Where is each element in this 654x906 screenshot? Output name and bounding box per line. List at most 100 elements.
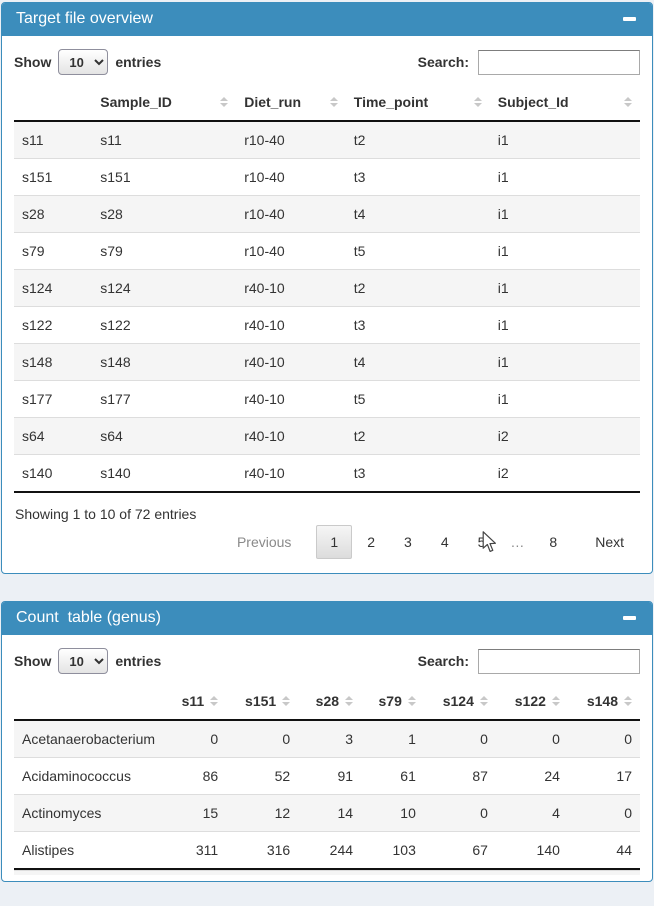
cell: 4 [495,794,568,832]
cell: 87 [423,757,496,795]
panel-title: Target file overview [16,10,153,27]
column-header-Subject_Id[interactable]: Subject_Id [489,85,640,122]
column-header-Time_point[interactable]: Time_point [345,85,490,122]
column-header-s122[interactable]: s122 [495,684,568,721]
sort-both-icon [479,696,488,706]
pagination-page-5[interactable]: 5 [477,534,486,550]
search-label: Search: [417,653,469,669]
table-body: Acetanaerobacterium 0 0 3 1 0 0 0 Acidaminococcu… [14,720,640,869]
cell: t4 [345,343,490,381]
column-header-s151[interactable]: s151 [226,684,299,721]
cell: r10-40 [236,158,346,196]
table-row: Actinomyces 15 12 14 10 0 4 0 [14,794,640,832]
cell: 10 [361,794,424,832]
mouse-cursor [482,531,496,552]
pagination-next-button[interactable]: Next [595,534,624,550]
entries-label: entries [115,653,162,669]
cell: 311 [164,831,227,869]
column-label: Time_point [353,94,429,110]
table-info: Showing 1 to 10 of 72 entries [15,506,197,522]
cell: r40-10 [236,306,346,344]
pagination-page-3[interactable]: 3 [404,534,412,550]
cell: r10-40 [236,195,346,233]
cell: r40-10 [236,269,346,307]
pagination-previous-button[interactable]: Previous [236,534,292,550]
cell: s148 [92,343,237,381]
column-header-rownames[interactable] [14,684,165,721]
header-row: s11 s151 s28 s79 s124 s122 s148 [14,684,640,721]
search-control: Search: [417,648,640,674]
pagination-page-2[interactable]: 2 [367,534,376,550]
cell: i1 [489,195,640,233]
pagination-page-4[interactable]: 4 [440,534,449,550]
cell: 140 [495,831,568,869]
column-header-s148[interactable]: s148 [567,684,640,721]
table-row: s151 s151 r10-40 t3 i1 [14,158,640,196]
cell: 24 [495,757,568,795]
column-header-s79[interactable]: s79 [361,684,424,721]
column-label: s151 [245,693,277,709]
table-row: s140 s140 r40-10 t3 i2 [14,454,640,492]
cell: i1 [497,132,509,148]
header-row: Sample_ID Diet_run Time_point Subject_Id [14,85,640,122]
show-label: Show [14,653,52,669]
row-name-cell: s122 [14,306,93,344]
column-header-s124[interactable]: s124 [423,684,496,721]
panel-body: Show 10 entries Search: Sample_ID Diet_ru… [2,36,652,573]
table-row: Acidaminococcus 86 52 91 61 87 24 17 [14,757,640,795]
cell: i1 [489,158,640,196]
cell: r40-10 [236,454,346,492]
page-length-select[interactable]: 10 [58,49,109,75]
cell: s140 [92,454,237,492]
search-control: Search: [417,49,640,75]
row-name-cell: Acetanaerobacterium [22,731,156,747]
cell: r10-40 [236,232,346,270]
column-label: s28 [315,693,340,709]
sort-both-icon [282,696,291,706]
panel-body: Show 10 entries Search: s11 s151 s28 s79 s12… [2,635,652,881]
cell: 17 [567,757,640,795]
search-input[interactable] [478,49,640,75]
page-length-select[interactable]: 10 [58,648,109,674]
search-label: Search: [417,54,469,70]
table-row: s28 s28 r10-40 t4 i1 [14,195,640,233]
count-table: s11 s151 s28 s79 s124 s122 s148 Acetanaerobact… [14,684,640,870]
table-header: s11 s151 s28 s79 s124 s122 s148 [14,684,640,721]
cell: 61 [361,757,424,795]
cell: s79 [92,232,237,270]
cell: 44 [567,831,640,869]
datatable-controls: Show 10 entries Search: [14,648,640,674]
cell: t3 [345,306,490,344]
cell: 0 [210,731,219,747]
sort-both-icon [329,97,338,107]
row-name-cell: s64 [14,417,93,455]
sort-both-icon [551,696,560,706]
pagination-page-8[interactable]: 8 [549,534,558,550]
column-label: Subject_Id [497,94,569,110]
cell: t5 [345,232,490,270]
column-header-Diet_run[interactable]: Diet_run [236,85,346,122]
cell: 244 [298,831,362,869]
panel-header[interactable]: Count table (genus) [2,602,652,635]
column-label: s79 [378,693,402,709]
search-input[interactable] [478,648,640,674]
pagination-page-1[interactable]: 1 [316,525,353,559]
cell: t3 [345,158,490,196]
panel-header[interactable]: Target file overview [2,3,652,36]
collapse-minus-icon[interactable] [623,17,636,21]
column-header-rownames[interactable] [14,85,93,122]
row-name-cell: s124 [14,269,93,307]
cell: s151 [92,158,237,196]
show-label: Show [14,54,52,70]
cell: s177 [92,380,237,418]
cell: 0 [480,731,488,747]
column-header-s11[interactable]: s11 [164,684,227,721]
column-label: s11 [181,693,205,709]
collapse-minus-icon[interactable] [623,616,636,620]
row-name-cell: s79 [14,232,93,270]
row-name-cell: Alistipes [14,831,165,869]
cell: 316 [226,831,299,869]
column-header-Sample_ID[interactable]: Sample_ID [92,85,237,122]
cell: 0 [423,794,496,832]
column-header-s28[interactable]: s28 [298,684,362,721]
